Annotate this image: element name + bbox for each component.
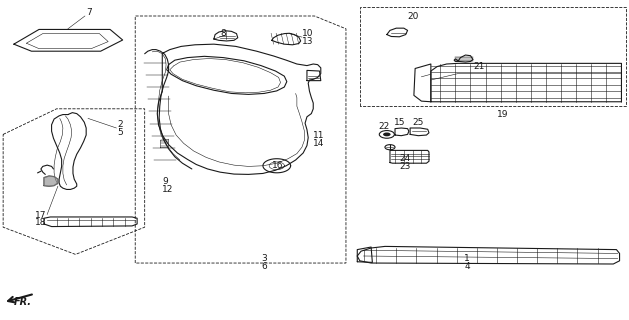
Text: 17: 17	[35, 211, 46, 220]
Text: 18: 18	[35, 218, 46, 227]
Polygon shape	[44, 176, 58, 186]
Text: 3: 3	[261, 254, 267, 263]
Text: 20: 20	[408, 12, 419, 21]
Text: 10: 10	[302, 29, 313, 38]
Text: 5: 5	[117, 128, 123, 137]
Text: 8: 8	[220, 29, 226, 38]
Text: 25: 25	[412, 118, 423, 127]
Text: 16: 16	[272, 161, 283, 170]
Text: 11: 11	[313, 131, 324, 140]
Text: 19: 19	[497, 110, 508, 119]
Text: 2: 2	[117, 120, 123, 129]
Text: 24: 24	[399, 154, 411, 163]
Text: 14: 14	[313, 140, 324, 148]
Text: 1: 1	[464, 254, 470, 263]
Text: 15: 15	[394, 118, 406, 127]
Text: 9: 9	[162, 177, 168, 186]
Text: 21: 21	[473, 62, 484, 71]
Text: 22: 22	[379, 122, 390, 131]
Text: 6: 6	[261, 262, 267, 271]
Text: 7: 7	[86, 8, 92, 17]
Text: 4: 4	[464, 262, 470, 271]
Text: 12: 12	[162, 185, 174, 194]
Text: FR.: FR.	[14, 297, 32, 307]
Text: 13: 13	[302, 37, 313, 46]
Circle shape	[383, 132, 391, 136]
Text: 23: 23	[399, 162, 411, 171]
